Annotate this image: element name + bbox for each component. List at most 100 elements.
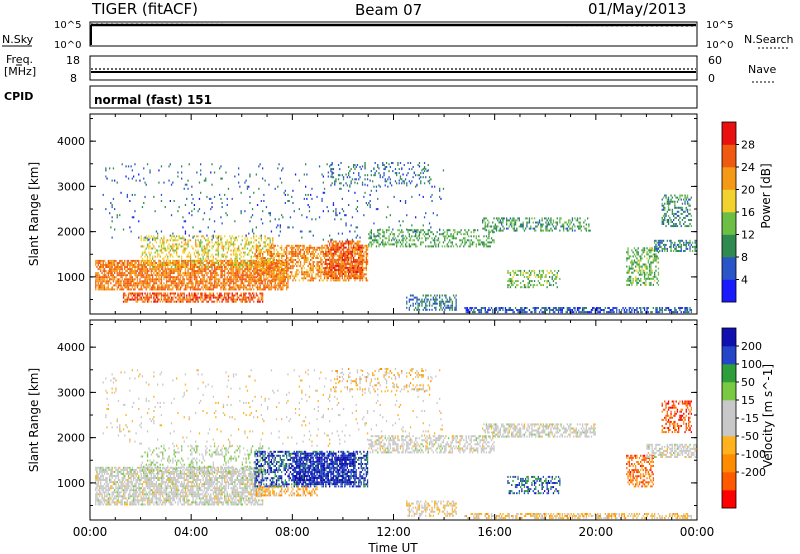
scatter-cell	[248, 282, 250, 285]
scatter-cell	[103, 280, 106, 283]
scatter-cell	[488, 233, 490, 236]
scatter-cell	[182, 264, 184, 266]
scatter-cell	[274, 262, 276, 264]
scatter-cell	[169, 276, 171, 279]
scatter-cell	[279, 279, 281, 282]
scatter-cell	[442, 235, 445, 238]
scatter-cell	[469, 307, 471, 309]
scatter-cell	[224, 296, 226, 299]
scatter-cell	[196, 270, 198, 273]
scatter-cell	[331, 275, 333, 278]
scatter-cell	[509, 307, 512, 309]
scatter-cell	[262, 294, 264, 297]
scatter-cell	[427, 298, 429, 301]
scatter-cell	[441, 233, 443, 236]
scatter-cell	[337, 254, 340, 257]
scatter-cell	[148, 235, 150, 238]
scatter-cell	[278, 275, 280, 278]
scatter-cell	[157, 249, 159, 252]
scatter-cell	[221, 276, 223, 279]
scatter-cell	[330, 266, 332, 269]
scatter-cell	[127, 298, 130, 301]
scatter-cell	[145, 276, 147, 279]
scatter-cell	[339, 258, 341, 261]
scatter-cell	[258, 296, 260, 299]
scatter-cell	[346, 271, 348, 274]
scatter-cell	[98, 278, 101, 281]
scatter-cell	[310, 244, 312, 247]
scatter-cell	[502, 307, 504, 309]
scatter-cell	[157, 296, 159, 299]
scatter-cell	[259, 292, 261, 295]
scatter-cell	[140, 284, 142, 287]
scatter-cell	[272, 243, 274, 246]
scatter-cell	[211, 282, 213, 285]
scatter-cell	[342, 242, 345, 245]
scatter-cell	[288, 275, 290, 278]
scatter-cell	[495, 217, 498, 220]
scatter-cell	[501, 307, 503, 309]
scatter-cell	[363, 246, 365, 249]
scatter-cell	[282, 255, 284, 257]
scatter-cell	[270, 257, 273, 259]
scatter-cell	[191, 270, 193, 273]
scatter-cell	[188, 255, 190, 258]
scatter-cell	[267, 252, 269, 255]
scatter-cell	[331, 242, 333, 245]
scatter-cell	[436, 298, 438, 301]
scatter-cell	[595, 307, 598, 309]
scatter-cell	[224, 282, 226, 285]
scatter-cell	[126, 298, 128, 301]
scatter-cell	[158, 284, 160, 287]
scatter-cell	[267, 261, 269, 264]
scatter-cell	[494, 227, 496, 230]
scatter-cell	[212, 255, 214, 258]
scatter-cell	[630, 307, 632, 309]
scatter-cell	[126, 262, 128, 264]
scatter-cell	[129, 280, 131, 283]
scatter-cell	[269, 263, 271, 266]
scatter-cell	[205, 284, 207, 287]
scatter-cell	[144, 259, 146, 262]
scatter-cell	[360, 254, 362, 257]
scatter-cell	[258, 252, 260, 255]
scatter-cell	[274, 263, 276, 266]
scatter-cell	[399, 245, 402, 248]
scatter-cell	[471, 241, 474, 244]
scatter-cell	[550, 227, 552, 230]
scatter-cell	[340, 260, 342, 263]
scatter-cell	[656, 309, 658, 311]
scatter-cell	[320, 261, 322, 264]
scatter-cell	[374, 239, 376, 242]
scatter-cell	[323, 244, 326, 247]
scatter-cell	[641, 311, 643, 314]
scatter-cell	[550, 309, 552, 311]
scatter-cell	[344, 271, 346, 273]
scatter-cell	[317, 271, 319, 274]
scatter-cell	[483, 307, 485, 309]
scatter-cell	[265, 248, 268, 251]
scatter-cell	[231, 280, 233, 283]
scatter-cell	[348, 244, 350, 247]
scatter-cell	[446, 237, 448, 240]
scatter-cell	[145, 296, 147, 299]
scatter-cell	[125, 266, 127, 268]
scatter-cell	[124, 266, 126, 268]
scatter-cell	[468, 245, 470, 248]
scatter-cell	[262, 288, 264, 291]
scatter-cell	[232, 300, 235, 303]
scatter-cell	[332, 244, 335, 247]
scatter-cell	[330, 269, 332, 271]
scatter-cell	[310, 259, 312, 261]
scatter-cell	[96, 278, 98, 281]
scatter-cell	[215, 284, 217, 287]
scatter-cell	[248, 263, 250, 266]
scatter-cell	[332, 264, 335, 267]
scatter-cell	[533, 307, 536, 309]
scatter-cell	[576, 217, 579, 220]
scatter-cell	[389, 243, 391, 246]
scatter-cell	[307, 252, 309, 255]
scatter-cell	[168, 286, 170, 289]
scatter-cell	[561, 223, 563, 226]
scatter-cell	[239, 265, 241, 268]
